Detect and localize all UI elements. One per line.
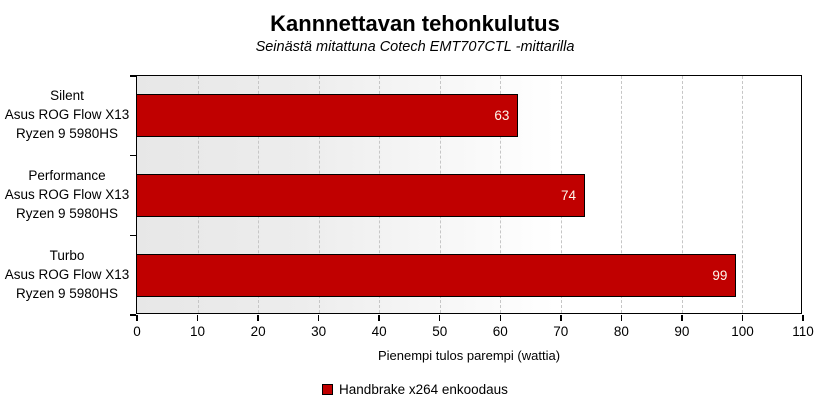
x-axis-tick-label: 10 bbox=[190, 324, 206, 339]
category-label-line: Ryzen 9 5980HS bbox=[15, 285, 119, 301]
gridline bbox=[621, 76, 623, 313]
y-axis-tick bbox=[129, 154, 136, 157]
category-label-line: Ryzen 9 5980HS bbox=[15, 206, 119, 221]
x-axis-tick bbox=[257, 315, 259, 321]
x-axis-title: Pienempi tulos parempi (wattia) bbox=[377, 348, 561, 363]
legend: Handbrake x264 enkoodaus bbox=[0, 382, 830, 397]
x-axis-tick bbox=[499, 315, 502, 321]
x-axis-tick bbox=[681, 315, 683, 321]
legend-marker-icon bbox=[322, 384, 334, 395]
category-label-line: Silent bbox=[50, 88, 84, 104]
category-label-line: Asus ROG Flow X13 bbox=[4, 266, 130, 282]
x-axis-tick-label: 30 bbox=[311, 324, 327, 339]
bar: 63 bbox=[137, 94, 519, 138]
bar-value-label: 74 bbox=[561, 188, 577, 203]
bar: 74 bbox=[137, 174, 586, 217]
category-label-line: Asus ROG Flow X13 bbox=[4, 107, 130, 123]
chart-title: Kannnettavan tehonkulutus bbox=[270, 11, 560, 36]
category-label: Silent Asus ROG Flow X13 Ryzen 9 5980HS bbox=[2, 86, 132, 143]
x-axis-tick bbox=[620, 315, 623, 321]
y-axis-tick bbox=[129, 75, 136, 77]
x-axis-tick-label: 80 bbox=[613, 324, 629, 339]
x-axis-tick bbox=[741, 315, 744, 321]
category-label: Turbo Asus ROG Flow X13 Ryzen 9 5980HS bbox=[2, 246, 132, 303]
y-axis-tick bbox=[129, 314, 136, 316]
x-axis-tick bbox=[802, 315, 804, 321]
gridline bbox=[681, 76, 683, 313]
x-axis-tick bbox=[378, 315, 380, 321]
x-axis-tick-label: 60 bbox=[492, 324, 508, 339]
x-axis-tick bbox=[560, 315, 562, 321]
x-axis-tick bbox=[317, 315, 320, 321]
x-axis-tick-label: 20 bbox=[250, 324, 266, 339]
bar-value-label: 63 bbox=[494, 108, 510, 124]
category-label-line: Turbo bbox=[49, 247, 85, 263]
plot-area: 63 74 99 0 10 20 30 40 50 60 70 80 90 100 110 bbox=[129, 75, 814, 339]
category-label-line: Asus ROG Flow X13 bbox=[4, 187, 130, 202]
gridline bbox=[742, 76, 744, 313]
legend-series-label: Handbrake x264 enkoodaus bbox=[339, 382, 508, 397]
x-axis-tick-label: 50 bbox=[432, 324, 448, 339]
y-axis-tick bbox=[129, 234, 136, 237]
x-axis-tick bbox=[196, 315, 199, 321]
bar: 99 bbox=[137, 253, 737, 297]
x-axis-tick-label: 100 bbox=[731, 324, 754, 339]
category-label-line: Ryzen 9 5980HS bbox=[15, 126, 119, 142]
x-axis-tick bbox=[136, 315, 138, 321]
category-label: Performance Asus ROG Flow X13 Ryzen 9 5980… bbox=[2, 166, 132, 223]
chart-subtitle: Seinästä mitattuna Cotech EMT707CTL -mit… bbox=[255, 39, 575, 55]
x-axis-tick-label: 0 bbox=[133, 324, 141, 339]
x-axis-tick-label: 70 bbox=[553, 324, 569, 339]
x-axis-tick-label: 40 bbox=[371, 324, 387, 339]
category-label-line: Performance bbox=[28, 168, 106, 183]
bar-value-label: 99 bbox=[712, 267, 728, 283]
x-axis-tick bbox=[438, 315, 441, 321]
x-axis-tick-label: 90 bbox=[674, 324, 690, 339]
x-axis-tick-label: 110 bbox=[792, 324, 814, 339]
